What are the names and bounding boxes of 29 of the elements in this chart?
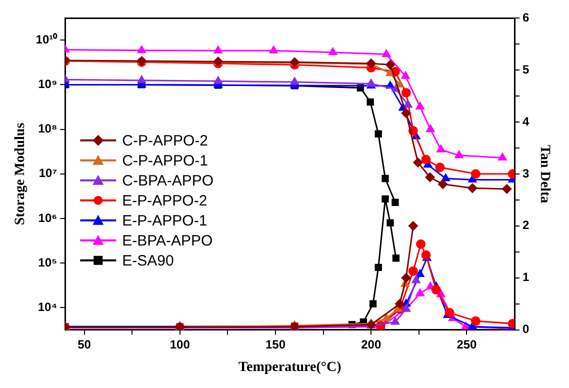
y2-tick-label: 1 [522,270,530,284]
y-tick-label: 10⁷ [38,166,58,180]
legend-label: C-BPA-APPO [122,172,214,190]
y-tick-label: 10¹⁰ [36,32,58,46]
y2-axis-title: Tan Delta [536,144,552,204]
y-tick-label: 10⁸ [38,122,58,136]
y2-tick-label: 3 [522,166,530,180]
y2-tick-label: 0 [522,322,530,336]
y-tick-label: 10⁵ [38,255,58,270]
y-axis-title: Storage Modulus [13,122,28,226]
legend-label: C-P-APPO-1 [122,152,208,170]
y2-tick-label: 5 [522,62,530,76]
y-tick-label: 10⁹ [38,77,58,92]
legend-label: E-P-APPO-2 [122,192,208,210]
x-tick-label: 100 [170,337,190,352]
x-axis-title: Temperature(°C) [238,360,342,376]
x-tick-label: 200 [361,337,382,352]
y2-tick-label: 2 [522,218,530,232]
x-tick-label: 50 [78,337,92,352]
x-tick-label: 250 [456,337,478,352]
y2-tick-label: 4 [522,114,530,128]
y-tick-label: 10⁶ [38,210,58,225]
legend-label: C-P-APPO-2 [122,132,208,150]
legend-label: E-SA90 [122,252,174,270]
x-tick-label: 150 [265,337,286,352]
legend-label: E-BPA-APPO [122,232,213,250]
legend-label: E-P-APPO-1 [122,212,208,230]
y2-tick-label: 6 [522,10,530,25]
y-tick-label: 10⁴ [38,300,58,314]
